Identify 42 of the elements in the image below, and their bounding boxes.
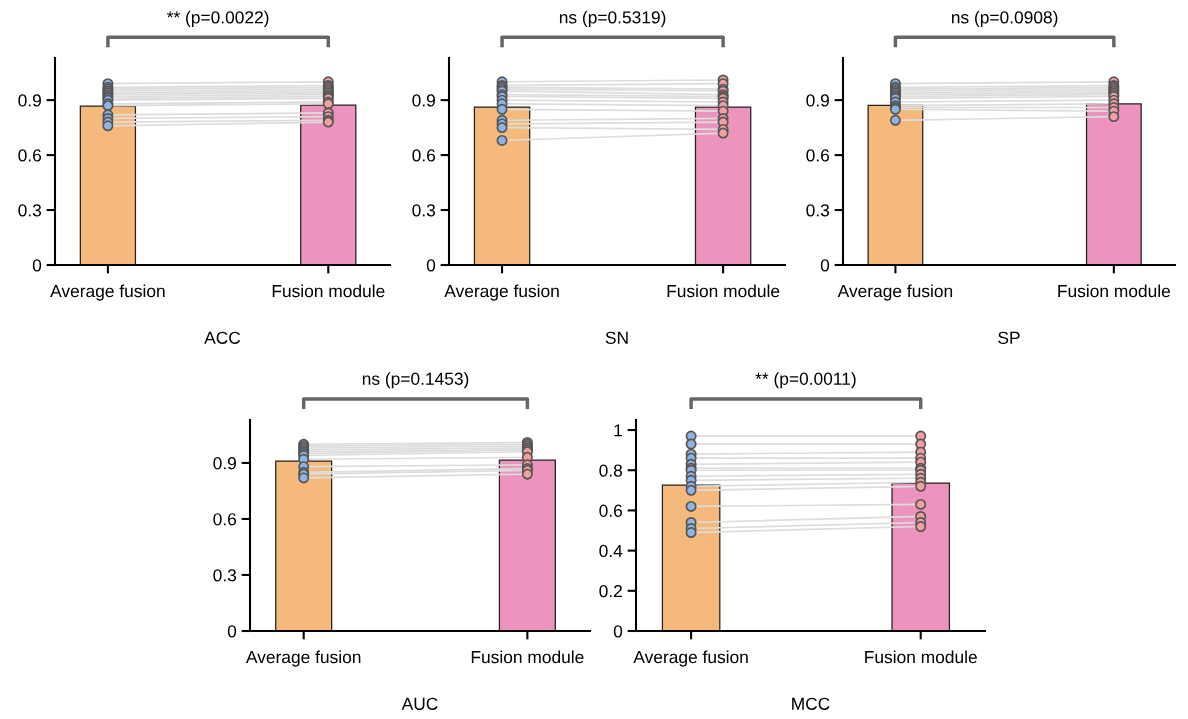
y-tick-label: 0.6: [599, 504, 623, 517]
text: ** (p=0.0011): [755, 372, 856, 389]
x-axis-title: SN: [605, 331, 628, 344]
y-tick-label: 0.9: [18, 94, 41, 107]
y-tick-label: 0.3: [213, 569, 237, 582]
y-tick-label: 1: [614, 424, 622, 437]
y-tick-label: 0.6: [213, 513, 237, 526]
text: ** (p=0.0022): [166, 10, 269, 27]
y-tick-label: 0: [820, 259, 830, 272]
x-tick-label: Average fusion: [837, 284, 953, 301]
y-tick-label: 0.4: [599, 544, 623, 558]
x-tick-label: Average fusion: [444, 284, 559, 301]
x-tick-label: Fusion module: [667, 284, 780, 298]
x-tick-label: Fusion module: [1058, 284, 1171, 298]
y-tick-label: 0.3: [412, 204, 436, 217]
x-tick-label: Average fusion: [50, 284, 165, 301]
text: ns (p=0.0908): [951, 10, 1058, 27]
y-tick-label: 0.2: [599, 584, 622, 598]
y-tick-label: 0.9: [412, 94, 435, 107]
x-axis-title: SP: [998, 331, 1020, 344]
x-tick-label: Average fusion: [633, 650, 748, 667]
text: ns (p=0.1453): [362, 372, 469, 389]
y-tick-label: 0: [426, 259, 436, 272]
x-axis-title: AUC: [401, 697, 438, 710]
x-axis-title: MCC: [792, 697, 830, 710]
x-axis-title: ACC: [204, 331, 241, 344]
x-tick-label: Fusion module: [865, 650, 977, 664]
x-tick-label: Fusion module: [471, 650, 584, 664]
y-tick-label: 0: [32, 259, 42, 272]
y-tick-label: 0.9: [213, 457, 236, 470]
y-tick-label: 0.9: [806, 94, 829, 107]
y-tick-label: 0: [227, 625, 237, 638]
y-tick-label: 0: [613, 625, 623, 638]
y-tick-label: 0.3: [18, 204, 42, 217]
y-tick-label: 0.3: [806, 204, 830, 217]
y-tick-label: 0.8: [599, 464, 623, 477]
y-tick-label: 0.6: [412, 149, 436, 162]
y-tick-label: 0.6: [18, 149, 42, 162]
y-tick-label: 0.6: [806, 149, 830, 162]
x-tick-label: Fusion module: [272, 284, 385, 298]
text: ns (p=0.5319): [559, 10, 666, 27]
x-tick-label: Average fusion: [245, 650, 361, 667]
